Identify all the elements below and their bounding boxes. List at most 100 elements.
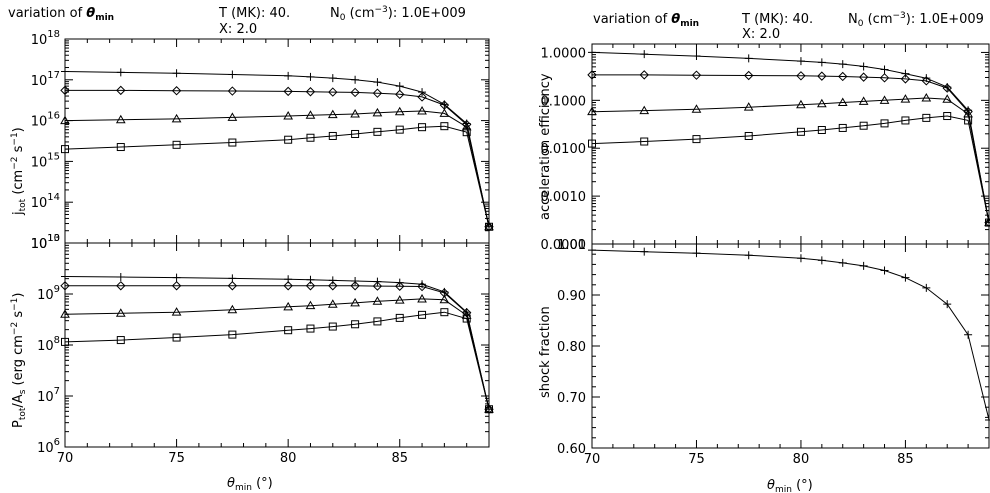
marker-triangle: [372, 107, 383, 117]
series-triangle: [60, 105, 494, 231]
marker-triangle: [942, 94, 953, 103]
marker-plus: [859, 261, 868, 270]
marker-plus: [640, 247, 649, 256]
marker-diamond: [900, 74, 911, 84]
marker-triangle: [283, 301, 294, 311]
marker-diamond: [879, 73, 890, 83]
y-tick-label: 0.80: [557, 340, 586, 355]
header-left: variation of θmin T (MK): 40. N0 (cm−3):…: [8, 5, 466, 37]
marker-diamond: [116, 85, 126, 96]
series-plus: [588, 246, 990, 424]
marker-plus: [373, 78, 382, 87]
marker-plus: [61, 67, 69, 76]
marker-square: [395, 125, 404, 134]
marker-triangle: [858, 96, 869, 105]
marker-square: [880, 119, 889, 128]
y-tick-label: 1.00: [557, 238, 586, 253]
y-axis-label-shock-fraction: shock fraction: [538, 306, 553, 398]
variation-label: variation of θmin: [8, 6, 114, 23]
marker-plus: [744, 251, 753, 260]
marker-plus: [880, 65, 889, 74]
marker-triangle: [439, 108, 450, 117]
marker-plus: [838, 258, 847, 267]
marker-square: [440, 122, 449, 131]
marker-triangle: [394, 106, 405, 116]
marker-triangle: [900, 94, 911, 103]
y-tick-label: 0.60: [557, 442, 586, 457]
x-parameter-readout: X: 2.0: [742, 27, 780, 42]
marker-triangle: [115, 308, 126, 317]
series-line: [591, 249, 990, 421]
marker-square: [172, 333, 181, 342]
marker-square: [228, 330, 237, 339]
series-line: [64, 110, 490, 227]
y-axis-label-jtot: jtot (cm−2 s−1): [10, 127, 28, 216]
temperature-readout: T (MK): 40.: [218, 6, 290, 21]
marker-plus: [922, 283, 931, 292]
series-square: [588, 112, 990, 227]
variation-label: variation of θmin: [593, 12, 699, 29]
marker-square: [284, 135, 293, 144]
marker-plus: [901, 273, 910, 282]
header-right: variation of θmin T (MK): 40. N0 (cm−3):…: [593, 11, 984, 42]
marker-plus: [796, 57, 805, 66]
marker-triangle: [639, 105, 650, 115]
marker-plus: [796, 254, 805, 263]
series-plus: [61, 272, 493, 414]
x-tick-label: 70: [57, 451, 74, 466]
marker-triangle: [227, 112, 238, 121]
series-line: [64, 71, 490, 227]
series-line: [65, 285, 490, 410]
marker-square: [462, 128, 471, 137]
marker-triangle: [796, 99, 806, 109]
marker-diamond: [439, 288, 450, 298]
y-tick-label: 1014: [31, 192, 60, 211]
panel-shock_fraction: 70 75 80 85 1.00 0.90 0.80 0.70 0.60: [557, 238, 990, 467]
y-tick-label: 1.0000: [541, 46, 587, 61]
marker-square: [796, 127, 805, 136]
marker-triangle: [372, 296, 383, 305]
marker-square: [901, 116, 910, 125]
marker-diamond: [305, 281, 316, 291]
marker-diamond: [283, 281, 293, 291]
marker-square: [588, 139, 596, 148]
marker-plus: [838, 60, 847, 69]
marker-square: [306, 324, 315, 333]
panel-acceleration_efficiency: 1.0000 0.1000 0.0100 0.0010 0.0001: [541, 44, 990, 253]
marker-plus: [859, 62, 868, 71]
series-square: [61, 122, 493, 231]
series-plus: [588, 48, 990, 227]
marker-plus: [901, 69, 910, 78]
marker-triangle: [171, 307, 182, 316]
series-line: [591, 97, 990, 223]
marker-plus: [943, 300, 952, 309]
marker-square: [351, 320, 360, 329]
marker-plus: [692, 249, 701, 258]
marker-triangle: [327, 109, 338, 119]
marker-triangle: [283, 110, 294, 120]
panel-P_tot_over_A_s: 70 75 80 85 1010 109 108 107 106: [31, 233, 494, 466]
marker-diamond: [417, 92, 427, 102]
y-tick-label: 1016: [31, 111, 60, 130]
plot-frame-jtot: [64, 38, 490, 244]
marker-square: [61, 145, 69, 154]
plot-frame-shock-fraction: [591, 243, 990, 449]
marker-plus: [964, 330, 973, 339]
marker-square: [485, 405, 493, 414]
marker-diamond: [227, 281, 238, 291]
marker-diamond: [328, 281, 338, 291]
marker-triangle: [921, 92, 932, 102]
marker-plus: [284, 71, 293, 80]
marker-square: [817, 126, 826, 135]
series-triangle: [587, 92, 990, 227]
series-line: [65, 89, 490, 227]
series-line: [64, 311, 490, 410]
temperature-readout: T (MK): 40.: [741, 12, 813, 27]
series-diamond: [60, 85, 494, 232]
marker-triangle: [484, 221, 494, 231]
marker-square: [306, 133, 315, 142]
marker-square: [964, 116, 973, 125]
series-diamond: [587, 70, 990, 228]
marker-diamond: [227, 86, 238, 96]
marker-plus: [116, 68, 125, 77]
